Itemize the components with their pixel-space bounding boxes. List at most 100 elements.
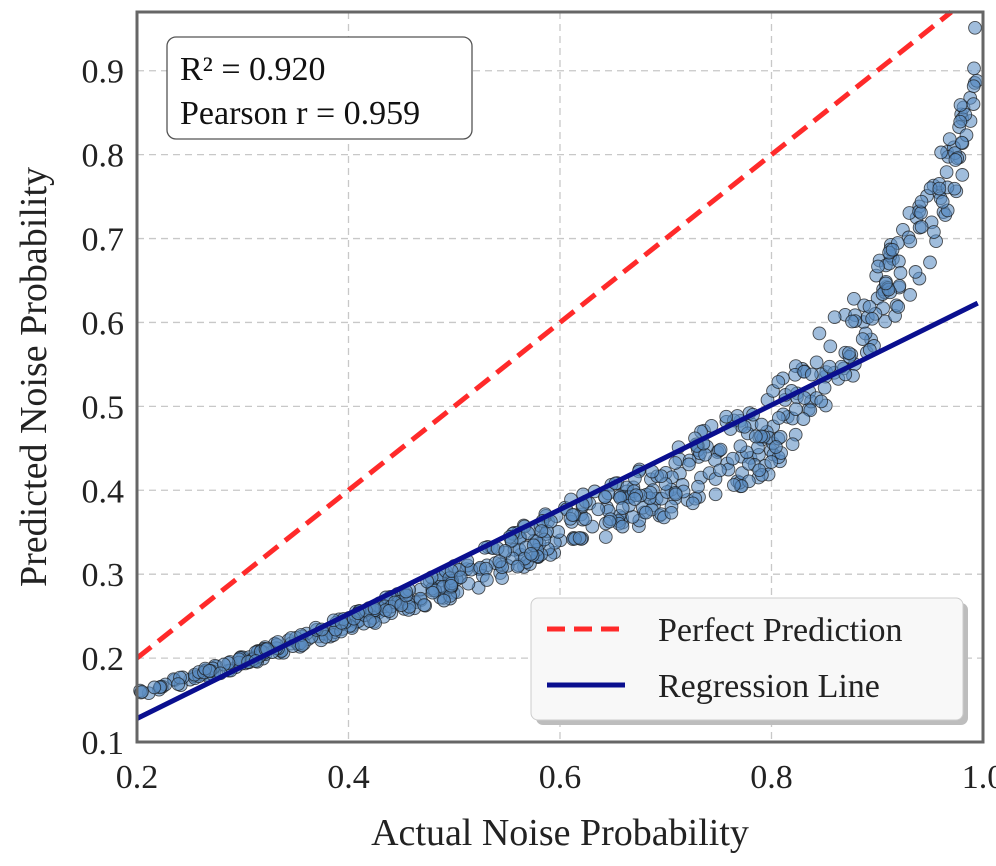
y-tick-label: 0.5 bbox=[82, 389, 125, 426]
scatter-point bbox=[437, 593, 451, 608]
line-layer bbox=[135, 10, 979, 721]
scatter-point bbox=[932, 181, 947, 196]
scatter-point bbox=[668, 456, 683, 470]
scatter-point bbox=[572, 531, 587, 545]
scatter-point bbox=[664, 505, 679, 520]
scatter-point bbox=[903, 288, 917, 302]
y-tick-label: 0.6 bbox=[82, 305, 125, 342]
stats-box-frame bbox=[166, 36, 473, 140]
scatter-point bbox=[927, 225, 941, 239]
x-tick-label: 1.0 bbox=[962, 759, 996, 796]
scatter-point bbox=[871, 259, 885, 274]
scatter-point bbox=[698, 447, 712, 462]
scatter-point bbox=[827, 310, 842, 325]
scatter-point bbox=[565, 508, 580, 522]
x-tick-label: 0.2 bbox=[116, 759, 159, 796]
y-tick-label: 0.8 bbox=[82, 138, 125, 175]
scatter-point bbox=[510, 559, 525, 574]
legend-frame bbox=[530, 597, 964, 721]
scatter-point bbox=[967, 61, 981, 76]
y-tick-label: 0.2 bbox=[82, 641, 125, 678]
scatter-point bbox=[444, 578, 458, 593]
scatter-point bbox=[908, 265, 923, 279]
scatter-point bbox=[498, 544, 513, 558]
scatter-point bbox=[615, 501, 630, 515]
scatter-point bbox=[453, 570, 468, 585]
r-squared-text: R² = 0.920 bbox=[180, 51, 326, 88]
legend[interactable]: Perfect Prediction Regression Line bbox=[530, 597, 968, 725]
pearson-r-text: Pearson r = 0.959 bbox=[180, 95, 420, 132]
scatter-point bbox=[947, 181, 962, 196]
scatter-point bbox=[727, 478, 741, 492]
scatter-point bbox=[814, 394, 829, 409]
scatter-point bbox=[771, 375, 786, 389]
scatter-point bbox=[417, 598, 432, 612]
scatter-point bbox=[892, 254, 906, 269]
regression-line bbox=[135, 300, 979, 721]
y-tick-label: 0.3 bbox=[82, 557, 125, 594]
scatter-point bbox=[479, 561, 493, 576]
x-tick-label: 0.6 bbox=[539, 759, 582, 796]
scatter-point bbox=[903, 234, 918, 249]
scatter-point bbox=[847, 291, 861, 306]
scatter-point bbox=[492, 554, 507, 569]
stats-box: R² = 0.920 Pearson r = 0.959 bbox=[166, 36, 473, 140]
scatter-point bbox=[954, 135, 969, 150]
scatter-point bbox=[914, 194, 929, 209]
scatter-point bbox=[713, 463, 727, 478]
scatter-point bbox=[708, 487, 723, 502]
scatter-point bbox=[809, 355, 824, 370]
scatter-point bbox=[878, 276, 893, 291]
y-tick-label: 0.9 bbox=[82, 54, 125, 91]
scatter-point bbox=[785, 437, 800, 452]
scatter-point bbox=[171, 677, 186, 691]
scatter-point bbox=[602, 514, 617, 529]
plot-frame bbox=[135, 10, 985, 744]
scatter-point bbox=[948, 153, 963, 167]
scatter-point bbox=[685, 496, 700, 511]
scatter-point bbox=[804, 367, 819, 382]
scatter-point bbox=[796, 412, 811, 426]
scatter-point bbox=[812, 326, 827, 341]
scatter-point bbox=[953, 98, 968, 112]
x-tick-label: 0.8 bbox=[750, 759, 793, 796]
scatter-point bbox=[789, 402, 803, 417]
scatter-point bbox=[966, 79, 981, 94]
scatter-point bbox=[598, 490, 612, 504]
scatter-point bbox=[682, 457, 696, 472]
scatter-point bbox=[382, 604, 397, 618]
scatter-point bbox=[955, 168, 970, 182]
scatter-point bbox=[845, 314, 859, 329]
scatter-point bbox=[823, 339, 838, 354]
scatter-point bbox=[725, 451, 740, 466]
scatter-point bbox=[627, 492, 642, 506]
scatter-point bbox=[362, 614, 377, 628]
scatter-point bbox=[748, 429, 763, 444]
y-tick-label: 0.4 bbox=[82, 473, 125, 510]
tick-layer: 0.2 0.4 0.6 0.8 1.00.10.20.30.40.50.60.70.80… bbox=[82, 54, 996, 796]
scatter-point bbox=[934, 145, 948, 160]
scatter-point bbox=[524, 547, 538, 561]
scatter-point bbox=[752, 463, 767, 478]
scatter-point bbox=[691, 479, 705, 494]
x-axis-title: Actual Noise Probability bbox=[371, 812, 749, 854]
scatter-point bbox=[939, 165, 954, 179]
scatter-point bbox=[885, 242, 900, 257]
scatter-point bbox=[942, 132, 957, 146]
scatter-point bbox=[764, 455, 779, 469]
perfect-prediction-line bbox=[135, 10, 953, 661]
y-tick-label: 0.1 bbox=[82, 725, 125, 762]
scatter-point bbox=[769, 440, 783, 454]
scatter-point bbox=[935, 194, 950, 209]
scatter-point bbox=[591, 502, 606, 517]
scatter-point bbox=[865, 311, 879, 326]
scatter-point bbox=[771, 411, 786, 425]
scatter-point bbox=[480, 573, 494, 587]
scatter-point bbox=[578, 512, 593, 526]
scatter-point bbox=[842, 346, 856, 360]
scatter-point bbox=[425, 585, 440, 600]
scatter-point bbox=[923, 255, 937, 270]
scatter-point bbox=[598, 530, 613, 544]
